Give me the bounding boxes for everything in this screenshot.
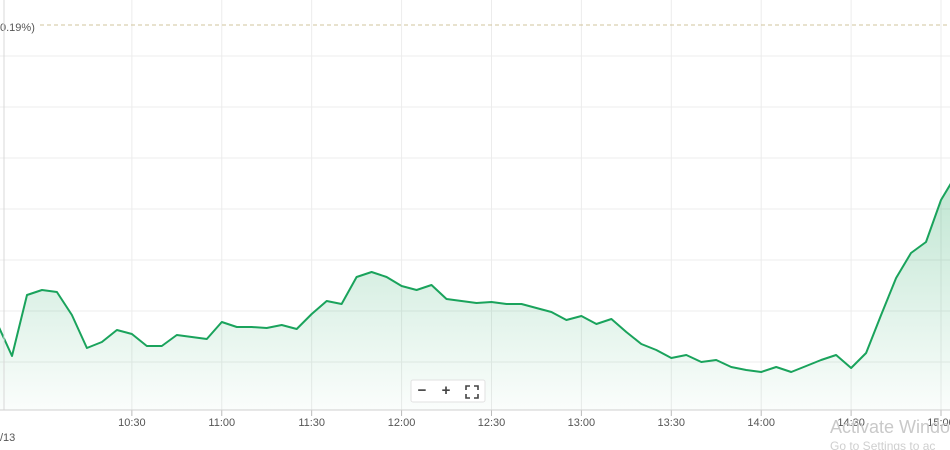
x-tick-label: 10:30 [118,417,146,429]
x-tick-label: 11:00 [208,417,235,429]
watermark-subtitle: Go to Settings to ac [830,439,935,450]
x-tick-label: 14:00 [747,417,775,429]
zoom-out[interactable]: − [418,382,427,399]
reference-label: 0.19%) [0,22,35,34]
zoom-controls: − + [410,379,486,403]
watermark-title: Activate Windo [830,417,950,437]
fullscreen-icon [465,385,479,399]
x-tick-label: 11:30 [298,417,325,429]
x-tick-label: 14:30 [837,417,865,429]
x-tick-label: 15:00 [927,417,950,429]
price-line [0,183,950,373]
x-tick-label: 13:00 [568,417,596,429]
x-tick-label: 12:00 [388,417,416,429]
zoom-in[interactable]: + [442,382,451,399]
area-fill [0,185,950,410]
x-tick-label: 12:30 [478,417,506,429]
fullscreen-button[interactable] [465,385,479,399]
date-label: /13 [0,432,15,444]
x-tick-label: 13:30 [658,417,686,429]
